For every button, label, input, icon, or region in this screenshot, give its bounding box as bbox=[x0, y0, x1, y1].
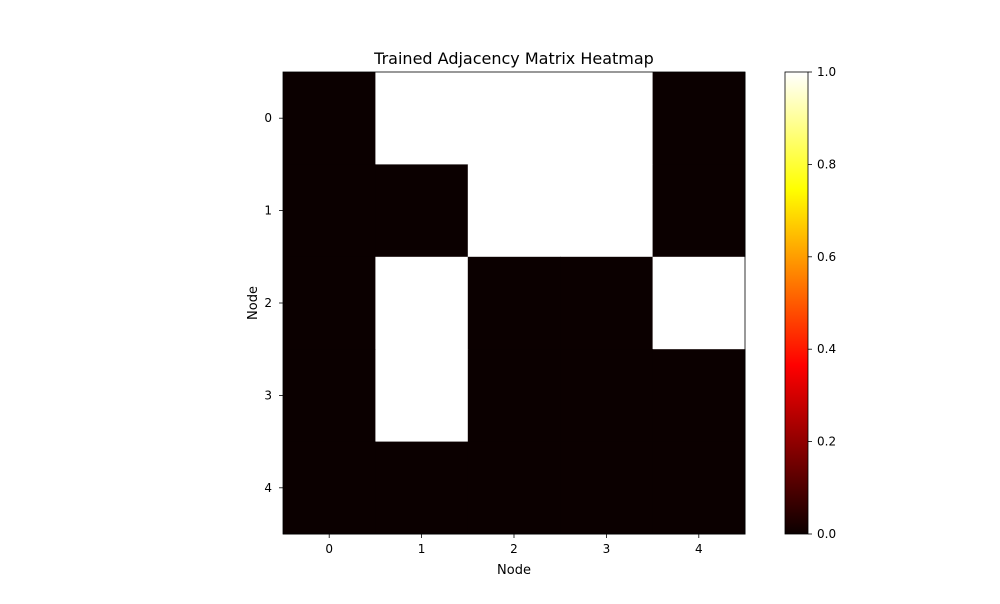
heatmap-cell-1-3 bbox=[560, 164, 654, 258]
heatmap-cell-2-4 bbox=[652, 256, 746, 350]
heatmap-cell-1-4 bbox=[652, 164, 746, 258]
colorbar-tick-label: 0.2 bbox=[817, 435, 836, 449]
heatmap-cell-0-1 bbox=[375, 72, 469, 165]
x-axis-label: Node bbox=[497, 563, 531, 578]
heatmap-cell-4-2 bbox=[467, 441, 561, 535]
y-tick-label: 4 bbox=[264, 481, 272, 495]
heatmap-cell-1-1 bbox=[375, 164, 469, 258]
heatmap-cell-3-0 bbox=[283, 349, 376, 443]
colorbar-tick-label: 1.0 bbox=[817, 65, 836, 79]
y-tick-label: 3 bbox=[264, 388, 272, 402]
heatmap-cell-3-2 bbox=[467, 349, 561, 443]
heatmap-cell-1-0 bbox=[283, 164, 376, 258]
heatmap-cell-4-4 bbox=[652, 441, 746, 535]
y-tick-label: 1 bbox=[264, 204, 272, 218]
heatmap-cell-2-1 bbox=[375, 256, 469, 350]
y-tick-label: 2 bbox=[264, 296, 272, 310]
chart-title: Trained Adjacency Matrix Heatmap bbox=[373, 49, 654, 68]
x-tick-label: 3 bbox=[603, 542, 611, 556]
colorbar-tick-label: 0.0 bbox=[817, 527, 836, 541]
x-tick-label: 1 bbox=[418, 542, 426, 556]
heatmap-cell-2-2 bbox=[467, 256, 561, 350]
x-tick-label: 0 bbox=[325, 542, 333, 556]
y-axis-ticks: 0 1 2 3 4 bbox=[264, 111, 283, 495]
colorbar-tick-label: 0.4 bbox=[817, 342, 836, 356]
x-axis-ticks: 0 1 2 3 4 bbox=[325, 534, 703, 556]
heatmap-cell-0-4 bbox=[652, 72, 746, 165]
heatmap-cell-1-2 bbox=[467, 164, 561, 258]
heatmap-cell-0-0 bbox=[283, 72, 376, 165]
heatmap-cell-2-3 bbox=[560, 256, 654, 350]
heatmap-cell-4-1 bbox=[375, 441, 469, 535]
colorbar bbox=[784, 71, 809, 535]
heatmap-cell-3-4 bbox=[652, 349, 746, 443]
heatmap-cell-4-0 bbox=[283, 441, 376, 535]
x-tick-label: 4 bbox=[695, 542, 703, 556]
heatmap-cells bbox=[283, 72, 746, 535]
heatmap-cell-4-3 bbox=[560, 441, 654, 535]
heatmap-cell-3-3 bbox=[560, 349, 654, 443]
colorbar-tick-label: 0.6 bbox=[817, 250, 836, 264]
colorbar-ticks: 0.0 0.2 0.4 0.6 0.8 1.0 bbox=[808, 65, 836, 541]
heatmap-cell-0-3 bbox=[560, 72, 654, 165]
heatmap-cell-3-1 bbox=[375, 349, 469, 443]
heatmap-cell-0-2 bbox=[467, 72, 561, 165]
x-tick-label: 2 bbox=[510, 542, 518, 556]
colorbar-tick-label: 0.8 bbox=[817, 157, 836, 171]
heatmap-cell-2-0 bbox=[283, 256, 376, 350]
y-axis-label: Node bbox=[246, 286, 261, 320]
y-tick-label: 0 bbox=[264, 111, 272, 125]
